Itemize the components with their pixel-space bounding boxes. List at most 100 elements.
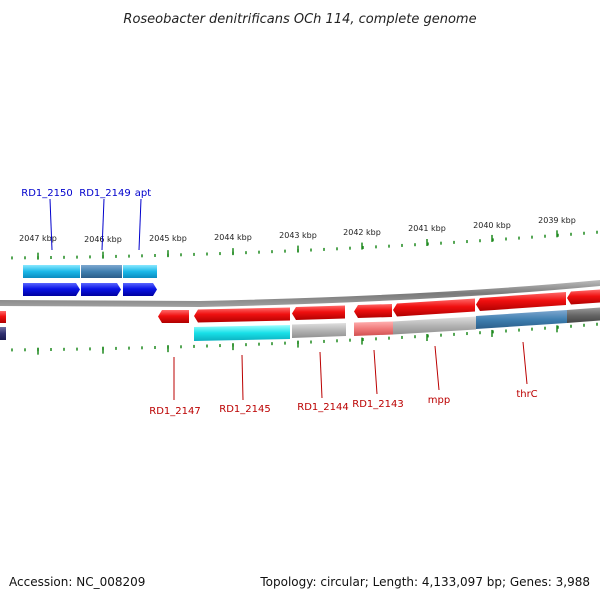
upper-tick-label: 2047 kbp [19, 234, 57, 243]
gene-RD1_2144-cog[interactable] [292, 323, 346, 338]
scale-dot [531, 327, 533, 331]
scale-dot [50, 256, 52, 260]
scale-dot [271, 342, 273, 346]
scale-dot [180, 253, 182, 257]
gene-label-RD1_2145[interactable]: RD1_2145 [219, 404, 270, 415]
scale-major-tick [556, 325, 558, 333]
scale-dot [570, 324, 572, 328]
scale-dot [414, 243, 416, 247]
scale-dot [89, 347, 91, 351]
gene-RD1_2149-cog[interactable] [81, 265, 122, 278]
upper-tick-label: 2041 kbp [408, 224, 446, 233]
scale-dot [11, 348, 13, 352]
gene-label-RD1_2143[interactable]: RD1_2143 [352, 399, 403, 410]
scale-dot [505, 237, 507, 241]
reverse-cds-track [158, 289, 600, 323]
gene-apt-cog[interactable] [123, 265, 157, 278]
leader-line [373, 349, 378, 395]
scale-major-tick [297, 340, 299, 348]
gene-RD1_2150-cog[interactable] [23, 265, 80, 278]
map-title: Roseobacter denitrificans OCh 114, compl… [123, 12, 476, 27]
scale-major-tick [361, 242, 363, 250]
leader-line [49, 198, 53, 251]
scale-dot [583, 323, 585, 327]
upper-tick-label: 2043 kbp [279, 231, 317, 240]
leader-line [319, 351, 323, 399]
scale-dot [89, 255, 91, 259]
gene-partial-right-arrow[interactable] [567, 289, 600, 305]
gene-RD1_2145-arrow[interactable] [194, 307, 290, 323]
leader-line [434, 345, 440, 391]
scale-dot [206, 252, 208, 256]
upper-tick-label: 2044 kbp [214, 233, 252, 242]
scale-major-tick [556, 230, 558, 238]
scale-dot [453, 240, 455, 244]
gene-label-RD1_2147[interactable]: RD1_2147 [149, 406, 200, 417]
reverse-gene-labels: RD1_2147 RD1_2145 RD1_2144 RD1_2143 mpp … [149, 341, 538, 417]
gene-apt-arrow[interactable] [123, 283, 157, 296]
gene-partial-left-arrow[interactable] [0, 311, 6, 323]
scale-dot [323, 247, 325, 251]
scale-dot [492, 330, 494, 334]
gene-RD1_2147-arrow[interactable] [158, 310, 189, 323]
gene-RD1_2149-arrow[interactable] [81, 283, 121, 296]
scale-dot [466, 332, 468, 336]
gene-label-thrC[interactable]: thrC [516, 389, 537, 400]
scale-dot [258, 250, 260, 254]
scale-dot [128, 254, 130, 258]
gene-RD1_2150-arrow[interactable] [23, 283, 80, 296]
scale-dot [349, 338, 351, 342]
gene-RD1_2143-arrow[interactable] [354, 304, 392, 318]
lower-scale [11, 322, 598, 355]
scale-dot [24, 348, 26, 352]
gene-label-RD1_2150[interactable]: RD1_2150 [21, 188, 72, 199]
scale-dot [401, 243, 403, 247]
topology-text: Topology: circular; Length: 4,133,097 bp… [259, 575, 590, 589]
scale-dot [583, 231, 585, 235]
scale-dot [63, 255, 65, 259]
scale-dot [154, 253, 156, 257]
leader-line [241, 354, 244, 401]
scale-dot [245, 251, 247, 255]
scale-dot [11, 256, 13, 260]
scale-major-tick [167, 250, 169, 258]
gene-RD1_2143-cog[interactable] [354, 321, 393, 337]
forward-gene-labels: RD1_2150 RD1_2149 apt [21, 188, 151, 251]
gene-partial-left-cog[interactable] [0, 327, 6, 340]
gene-RD1_2144-arrow[interactable] [292, 305, 345, 321]
gene-label-mpp[interactable]: mpp [428, 395, 450, 406]
gene-label-apt[interactable]: apt [135, 188, 151, 199]
leader-line [138, 198, 142, 251]
scale-dot [219, 252, 221, 256]
scale-dot [440, 333, 442, 337]
gene-thrC-arrow[interactable] [476, 292, 566, 311]
forward-cog-track [23, 265, 157, 278]
gene-label-RD1_2149[interactable]: RD1_2149 [79, 188, 130, 199]
lower-scale-dots [11, 322, 598, 355]
leader-line [101, 198, 105, 251]
scale-dot [466, 240, 468, 244]
scale-major-tick [491, 234, 493, 242]
scale-dot [479, 331, 481, 335]
gene-mpp-arrow[interactable] [393, 298, 475, 317]
scale-dot [557, 325, 559, 329]
scale-dot [193, 252, 195, 256]
gene-RD1_2145-cog[interactable] [194, 325, 290, 341]
upper-tick-label: 2045 kbp [149, 234, 187, 243]
scale-dot [63, 347, 65, 351]
scale-major-tick [232, 343, 234, 351]
scale-dot [115, 346, 117, 350]
gene-label-RD1_2144[interactable]: RD1_2144 [297, 402, 348, 413]
scale-dot [375, 245, 377, 249]
gene-mpp-cog[interactable] [393, 316, 476, 335]
scale-dot [427, 242, 429, 246]
scale-dot [479, 239, 481, 243]
gene-thrC-cog[interactable] [476, 310, 567, 329]
scale-dot [531, 235, 533, 239]
upper-tick-label: 2040 kbp [473, 221, 511, 230]
scale-dot [570, 232, 572, 236]
scale-dot [362, 246, 364, 250]
scale-dot [414, 335, 416, 339]
gene-partial-right-cog[interactable] [567, 307, 600, 324]
